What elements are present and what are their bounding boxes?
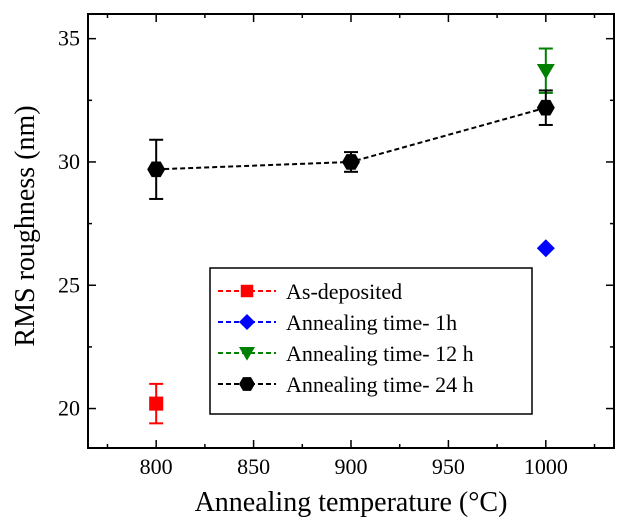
legend-item: As-deposited (218, 279, 402, 304)
x-tick-label: 850 (237, 454, 270, 479)
legend-marker (239, 347, 255, 361)
y-tick-label: 30 (58, 149, 80, 174)
legend: As-deposited Annealing time- 1h Annealing … (209, 267, 533, 415)
legend-box (209, 267, 533, 415)
x-tick-label: 1000 (524, 454, 568, 479)
legend-label: As-deposited (286, 279, 402, 304)
legend-label: Annealing time- 12 h (286, 341, 474, 366)
x-tick-label: 800 (140, 454, 173, 479)
legend-item: Annealing time- 24 h (218, 372, 474, 397)
x-tick-label: 950 (432, 454, 465, 479)
data-point (149, 396, 164, 411)
y-axis-title: RMS roughness (nm) (10, 105, 41, 346)
series-3 (147, 89, 555, 200)
y-tick-label: 20 (58, 396, 80, 421)
legend-marker (240, 284, 254, 298)
series-0 (149, 382, 164, 425)
data-point (342, 154, 360, 170)
legend-label: Annealing time- 1h (286, 310, 457, 335)
legend-label: Annealing time- 24 h (286, 372, 474, 397)
series-1 (536, 239, 555, 258)
x-axis-title: Annealing temperature (°C) (195, 487, 508, 518)
legend-item: Annealing time- 1h (218, 310, 457, 335)
x-tick-label: 900 (335, 454, 368, 479)
data-point (147, 161, 166, 178)
legend-marker (239, 314, 255, 330)
legend-marker (239, 377, 255, 391)
plot-layer (147, 47, 555, 425)
data-point (536, 99, 555, 116)
axes-layer: 800 850 900 950 1000 20 25 30 35 (58, 13, 615, 479)
data-point (536, 239, 555, 258)
y-tick-label: 35 (58, 26, 80, 51)
legend-item: Annealing time- 12 h (218, 341, 474, 366)
y-tick-label: 25 (58, 272, 80, 297)
series-2 (536, 47, 555, 94)
data-point (536, 63, 555, 80)
